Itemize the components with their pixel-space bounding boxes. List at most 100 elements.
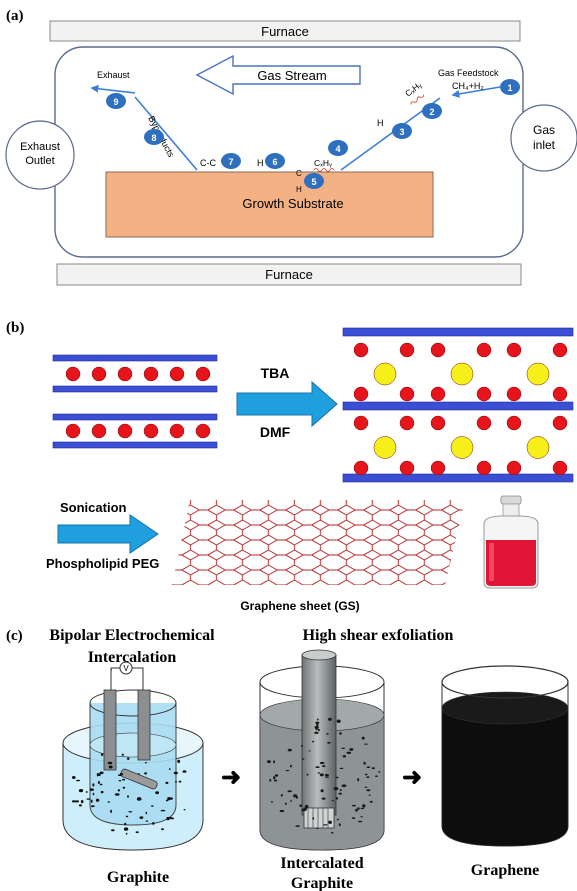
particle-flake [312,817,315,820]
ion-ball [143,366,159,382]
step-9: 9 [106,93,126,109]
particle-flake [316,718,319,721]
particle-flake [364,773,368,776]
particle-flake [341,784,347,787]
particle-flake [127,757,130,760]
particle-flake [331,800,334,802]
particle-flake [118,780,122,782]
particle-flake [280,794,283,797]
ion-ball [399,386,415,402]
ion-ball [430,415,446,431]
beaker-graphite: V [62,661,204,851]
particle-flake [178,780,182,783]
particle-flake [341,747,346,749]
ion-ball [169,423,185,439]
particle-flake [339,732,342,735]
step-5: 5 [304,173,324,189]
particle-flake [273,776,276,780]
svg-text:4: 4 [335,144,340,154]
particle-flake [122,786,126,789]
particle-flake [364,743,368,745]
particle-flake [317,723,319,726]
panel-b-tag: (b) [6,320,24,336]
ion-ball [506,460,522,476]
particle-flake [92,792,95,796]
particle-flake [279,809,285,813]
chx-top-squiggle [410,94,424,105]
particle-flake [319,761,325,765]
particle-flake [124,822,127,826]
particle-flake [295,825,300,827]
particle-flake [145,820,149,822]
svg-text:1: 1 [507,83,512,93]
particle-flake [362,804,366,808]
particle-flake [136,797,142,801]
particle-flake [138,797,140,799]
particle-flake [333,787,339,791]
rotor-head [303,807,335,829]
electrode-right [137,689,151,761]
particle-flake [78,804,82,807]
particle-flake [324,773,329,777]
particle-flake [75,779,81,782]
particle-flake [78,789,84,793]
particle-flake [371,767,375,770]
exhaust-label: Exhaust [97,70,130,80]
svg-text:9: 9 [113,97,118,107]
arrow-2: ➜ [402,764,422,791]
step-7: 7 [221,153,241,169]
particle-flake [375,775,378,777]
ion-ball [91,366,107,382]
intercalant-molecule [526,362,550,386]
ion-ball [552,415,568,431]
ion-ball [476,415,492,431]
step-2: 2 [422,103,442,119]
panel-c: (c) Bipolar Electrochemical Intercalatio… [6,627,569,891]
intercalation-arrow [236,380,338,428]
step-6: 6 [265,153,285,169]
particle-flake [315,721,320,724]
particle-flake [364,786,368,788]
ion-ball [169,366,185,382]
ion-ball [91,423,107,439]
svg-text:3: 3 [399,127,404,137]
shear-shaft [301,654,337,816]
feedstock-label-1: Gas Feedstock [438,68,499,78]
intercalant-molecule [373,436,397,459]
step-1: 1 [500,79,520,95]
sonication-label: Sonication [60,500,127,515]
ion-ball [399,415,415,431]
particle-flake [324,776,330,778]
particle-flake [274,774,279,777]
particle-flake [366,789,371,792]
particle-flake [71,800,77,803]
ion-ball [65,366,81,382]
ion-ball [399,460,415,476]
particle-flake [98,773,101,777]
particle-flake [287,790,293,793]
caption-intercalated-line2: Graphite [291,875,353,891]
particle-flake [289,764,292,768]
particle-flake [314,731,319,734]
particle-flake [269,778,272,782]
particle-flake [357,820,363,823]
particle-flake [336,719,341,723]
particle-flake [295,796,299,799]
caption-intercalated-line1: Intercalated [280,855,363,872]
ion-ball [476,460,492,476]
ion-ball [430,386,446,402]
ion-ball [65,423,81,439]
particle-flake [137,773,140,775]
title-bipolar-line2: Intercalation [88,649,177,666]
particle-flake [75,800,80,803]
particle-flake [317,772,320,774]
particle-flake [168,768,171,770]
intercalant-molecule [450,436,474,459]
ion-ball [552,342,568,358]
h-left-label: H [257,158,264,168]
graphene-sheet [172,500,465,585]
particle-flake [290,800,293,802]
step-4: 4 [328,140,348,156]
particle-flake [80,800,84,804]
